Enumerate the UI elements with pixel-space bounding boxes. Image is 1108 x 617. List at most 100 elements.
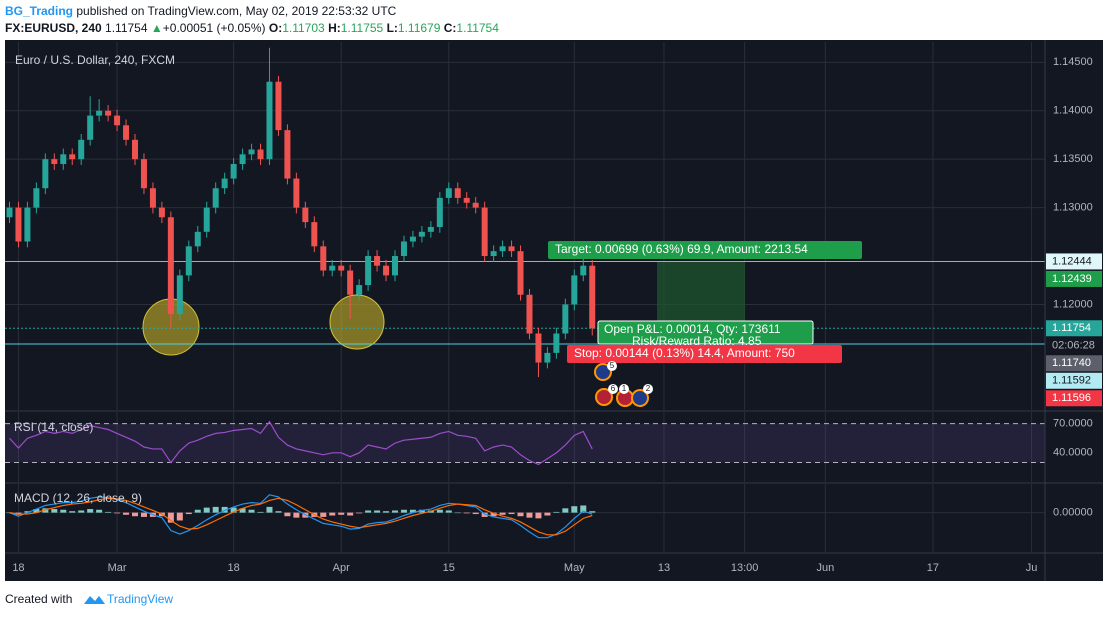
candle-body [409, 236, 416, 242]
candle-body [562, 304, 569, 334]
candle-body [553, 333, 560, 353]
macd-line [9, 494, 593, 539]
x-tick-label: 13 [658, 562, 670, 574]
candle-body [15, 207, 22, 242]
candle-body [436, 197, 443, 227]
price-label: 1.11754 [1052, 322, 1091, 334]
macd-histogram-bar [544, 512, 551, 516]
macd-histogram-bar [320, 512, 327, 517]
price-label: 1.12444 [1052, 255, 1092, 267]
candle-body [329, 265, 336, 271]
price-label-box [1046, 355, 1102, 372]
event-icon[interactable] [595, 388, 613, 406]
macd-histogram-bar [329, 512, 336, 516]
event-count: 2 [646, 384, 651, 393]
candle-body [580, 265, 587, 276]
event-icon[interactable] [631, 389, 649, 407]
candle-body [114, 115, 121, 126]
y-tick-label: 1.14500 [1053, 56, 1093, 68]
macd-histogram-bar [589, 511, 596, 513]
macd-histogram-bar [239, 508, 246, 513]
c-label: C: [444, 21, 457, 35]
candle-body [6, 207, 13, 218]
candle-body [499, 246, 506, 252]
footer-prefix: Created with [5, 592, 72, 606]
candle-body [158, 207, 165, 218]
published: published on TradingView.com, May 02, 20… [76, 4, 396, 18]
quote-line: FX:EURUSD, 240 1.11754 ▲+0.00051 (+0.05%… [5, 21, 499, 35]
macd-histogram-bar [347, 512, 354, 516]
candle-body [248, 149, 255, 155]
x-tick-label: 13:00 [731, 562, 759, 574]
signal-line [9, 497, 593, 536]
l-value: 1.11679 [398, 21, 441, 35]
macd-histogram-bar [400, 509, 407, 513]
x-tick-label: 17 [927, 562, 939, 574]
candle-body [418, 231, 425, 237]
macd-histogram-bar [535, 512, 542, 519]
event-icon[interactable] [594, 363, 612, 381]
macd-histogram-bar [230, 507, 237, 513]
footer-logo [84, 596, 105, 604]
macd-histogram-bar [132, 512, 138, 517]
candle-body [490, 251, 497, 257]
candle-body [78, 139, 85, 160]
candle-body [320, 246, 327, 271]
macd-title: MACD (12, 26, close, 9) [14, 491, 142, 505]
macd-histogram-bar [212, 506, 219, 513]
y-tick-label: 1.14000 [1053, 105, 1093, 117]
candle-body [203, 207, 210, 232]
y-tick-label: 1.13000 [1053, 202, 1093, 214]
countdown-box [1046, 337, 1102, 354]
candle-body [508, 246, 515, 252]
macd-tick-label: 0.00000 [1053, 507, 1093, 519]
candle-body [140, 159, 147, 189]
macd-histogram-bar [33, 509, 40, 513]
x-tick-label: Jun [816, 562, 834, 574]
candle-body [463, 197, 470, 203]
candle-body [392, 256, 398, 276]
rsi-tick-label: 70.0000 [1053, 418, 1093, 430]
candle-body [347, 270, 354, 295]
candle-body [571, 275, 578, 305]
macd-histogram-bar [374, 510, 381, 513]
macd-histogram-bar [123, 512, 130, 515]
rsi-line [9, 420, 593, 466]
event-badge [643, 384, 653, 394]
h-value: 1.11755 [341, 21, 384, 35]
y-tick-label: 1.13500 [1053, 153, 1093, 165]
macd-histogram-bar [445, 510, 452, 513]
candle-body [132, 139, 138, 160]
candle-body [311, 222, 318, 247]
candle-body [445, 188, 452, 198]
candle-body [51, 159, 58, 165]
macd-histogram-bar [248, 509, 255, 513]
x-tick-label: Ju [1026, 562, 1038, 574]
countdown: 02:06:28 [1052, 340, 1095, 352]
highlight-circle [329, 294, 385, 350]
macd-histogram-bar [562, 508, 569, 513]
stop-label: Stop: 0.00144 (0.13%) 14.4, Amount: 750 [574, 346, 795, 360]
candle-body [123, 125, 130, 140]
stop-box [567, 345, 842, 363]
macd-histogram-bar [221, 506, 228, 513]
macd-histogram-bar [87, 509, 94, 513]
o-value: 1.11703 [282, 21, 325, 35]
candle-body [194, 231, 201, 247]
candle-body [275, 81, 282, 131]
candle-body [517, 251, 524, 295]
candle-body [383, 265, 390, 276]
target-box [548, 241, 862, 259]
x-tick-label: 15 [443, 562, 455, 574]
macd-histogram-bar [96, 509, 103, 513]
candle-body [239, 154, 246, 165]
candle-body [105, 110, 112, 116]
candle-body [535, 333, 542, 363]
target-zone [657, 261, 745, 328]
price-label-box [1046, 372, 1102, 389]
candle-body [472, 202, 479, 208]
candle-body [149, 188, 156, 208]
candle-body [257, 149, 264, 160]
macd-histogram-bar [526, 512, 533, 518]
